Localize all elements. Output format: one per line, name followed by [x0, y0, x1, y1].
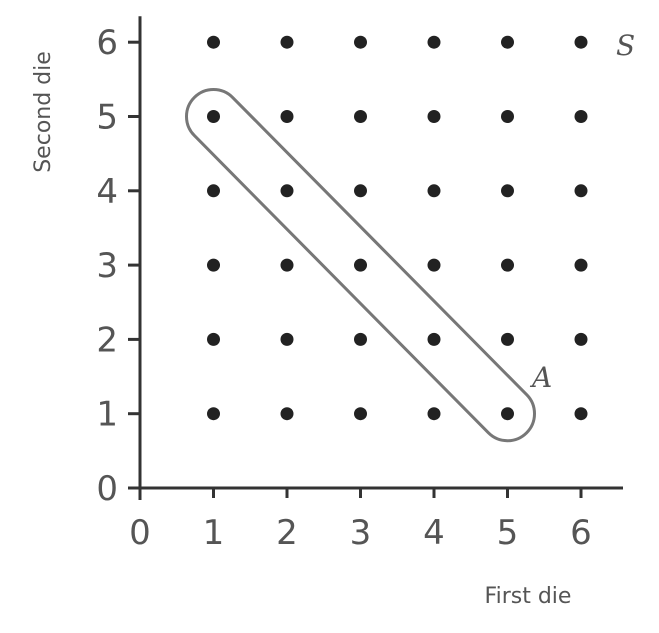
x-tick-label: 3	[350, 513, 372, 553]
sample-point	[501, 184, 514, 198]
y-tick-label: 0	[96, 469, 118, 509]
y-axis-label: Second die	[31, 51, 56, 173]
sample-point	[207, 407, 220, 421]
ticks: 0 1 2 3 4 5 6 0 1 2 3 4 5 6	[96, 23, 591, 553]
annotation-s: S	[616, 29, 635, 62]
sample-point	[280, 35, 294, 49]
x-tick-label: 5	[497, 513, 519, 553]
sample-point	[280, 110, 294, 123]
sample-point	[427, 35, 441, 49]
sample-point	[427, 332, 441, 346]
sample-points	[207, 35, 588, 421]
sample-point	[280, 407, 294, 421]
sample-point	[574, 110, 588, 123]
sample-point	[207, 258, 220, 272]
sample-point	[354, 332, 367, 346]
x-tick-label: 2	[276, 513, 298, 553]
sample-point	[501, 110, 514, 123]
sample-point	[207, 110, 220, 123]
sample-point	[427, 184, 441, 198]
sample-point	[427, 258, 441, 272]
x-tick-label: 0	[129, 513, 151, 553]
x-tick-label: 4	[423, 513, 445, 553]
sample-point	[207, 332, 220, 346]
sample-point	[501, 258, 514, 272]
sample-point	[501, 35, 514, 49]
sample-point	[427, 110, 441, 123]
sample-point	[574, 407, 588, 421]
sample-point	[574, 332, 588, 346]
y-tick-label: 5	[96, 98, 118, 138]
y-tick-label: 1	[96, 395, 118, 435]
sample-point	[207, 184, 220, 198]
sample-point	[280, 258, 294, 272]
x-axis-label: First die	[485, 584, 572, 609]
sample-point	[354, 110, 367, 123]
x-tick-label: 1	[203, 513, 225, 553]
y-tick-label: 6	[96, 23, 118, 63]
sample-point	[207, 35, 220, 49]
sample-point	[280, 332, 294, 346]
sample-point	[501, 407, 514, 421]
sample-point	[427, 407, 441, 421]
sample-point	[354, 258, 367, 272]
x-tick-label: 6	[570, 513, 592, 553]
event-a-loop	[185, 88, 536, 443]
sample-point	[354, 407, 367, 421]
sample-point	[354, 184, 367, 198]
y-tick-label: 4	[96, 172, 118, 212]
axes	[128, 16, 623, 500]
annotation-a: A	[529, 361, 552, 394]
sample-point	[501, 332, 514, 346]
y-tick-label: 3	[96, 246, 118, 286]
sample-point	[574, 184, 588, 198]
sample-point	[574, 258, 588, 272]
sample-point	[574, 35, 588, 49]
y-tick-label: 2	[96, 320, 118, 360]
sample-point	[354, 35, 367, 49]
sample-point	[280, 184, 294, 198]
event-a-outline	[185, 88, 536, 443]
